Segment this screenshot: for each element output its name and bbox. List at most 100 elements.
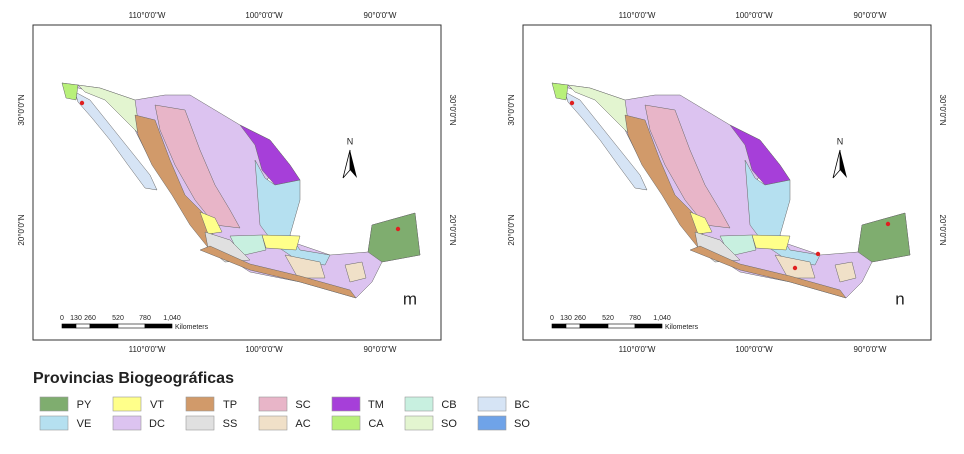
legend-swatch — [39, 415, 69, 431]
scale-segment — [607, 323, 636, 329]
latitude-label: 20°0'0"N — [938, 214, 947, 245]
legend-label: AC — [295, 418, 310, 430]
legend-swatch — [112, 396, 142, 412]
legend-swatch — [185, 396, 215, 412]
site-point — [885, 221, 891, 227]
scale-label: 1,040 — [163, 315, 181, 322]
site-point — [569, 100, 575, 106]
latitude-label: 30°0'0"N — [17, 94, 26, 125]
region — [61, 82, 79, 101]
panel-letter: m — [403, 289, 417, 308]
scale-segment — [61, 323, 77, 329]
region — [154, 104, 241, 229]
scale-unit: Kilometers — [175, 324, 209, 331]
site-point — [815, 251, 821, 257]
longitude-label: 110°0'0"W — [619, 11, 656, 20]
legend-swatch — [477, 396, 507, 412]
scale-segment — [89, 323, 119, 329]
scale-label: 0 — [550, 315, 554, 322]
legend-label: SS — [223, 418, 238, 430]
legend-label: DC — [149, 418, 165, 430]
latitude-label: 30°0'0"N — [507, 94, 516, 125]
scale-label: 780 — [629, 315, 641, 322]
map-panel: 110°0'0"W 110°0'0"W 100°0'0"W 100°0'0"W 90°0… — [507, 11, 947, 354]
scale-unit: Kilometers — [665, 324, 699, 331]
legend-swatch — [39, 396, 69, 412]
scale-label: 130 — [560, 315, 572, 322]
legend-swatch — [404, 396, 434, 412]
longitude-label: 90°0'0"W — [364, 345, 397, 354]
legend-label: TP — [223, 399, 237, 411]
latitude-label: 20°0'0"N — [17, 214, 26, 245]
scale-label: 0 — [60, 315, 64, 322]
north-arrow — [840, 150, 847, 178]
legend-swatch — [477, 415, 507, 431]
legend-title: Provincias Biogeográficas — [33, 370, 234, 387]
latitude-label: 20°0'0"N — [448, 214, 457, 245]
scale-segment — [565, 323, 581, 329]
scale-segment — [551, 323, 567, 329]
legend-label: CB — [441, 399, 456, 411]
legend-label: PY — [77, 399, 92, 411]
north-arrow — [350, 150, 357, 178]
region — [199, 211, 223, 235]
region — [644, 104, 731, 229]
legend-label: SC — [295, 399, 310, 411]
scale-segment — [144, 323, 173, 329]
longitude-label: 90°0'0"W — [854, 345, 887, 354]
region — [689, 245, 847, 299]
region — [77, 84, 141, 136]
region — [567, 84, 631, 136]
legend-label: TM — [368, 399, 384, 411]
north-label: N — [837, 136, 844, 146]
longitude-label: 100°0'0"W — [735, 345, 773, 354]
scale-label: 780 — [139, 315, 151, 322]
panel-letter: n — [895, 289, 904, 308]
region — [284, 254, 326, 279]
scale-label: 520 — [602, 315, 614, 322]
site-point — [792, 265, 798, 271]
site-point — [79, 100, 85, 106]
scale-label: 1,040 — [653, 315, 671, 322]
legend-label: VT — [150, 399, 164, 411]
longitude-label: 90°0'0"W — [364, 11, 397, 20]
latitude-label: 20°0'0"N — [507, 214, 516, 245]
legend-label: SO — [514, 418, 530, 430]
longitude-label: 100°0'0"W — [245, 345, 283, 354]
scale-label: 260 — [84, 315, 96, 322]
latitude-label: 30°0'0"N — [448, 94, 457, 125]
legend-swatch — [258, 415, 288, 431]
longitude-label: 110°0'0"W — [129, 11, 166, 20]
scale-segment — [117, 323, 146, 329]
legend-label: SO — [441, 418, 457, 430]
region — [74, 91, 158, 191]
region — [564, 91, 648, 191]
legend-swatch — [404, 415, 434, 431]
legend-swatch — [185, 415, 215, 431]
legend-label: BC — [514, 399, 529, 411]
region — [344, 261, 367, 283]
legend-swatch — [331, 396, 361, 412]
scale-segment — [579, 323, 609, 329]
longitude-label: 110°0'0"W — [129, 345, 166, 354]
scale-segment — [634, 323, 663, 329]
region — [751, 234, 791, 251]
region — [199, 245, 357, 299]
latitude-label: 30°0'0"N — [938, 94, 947, 125]
longitude-label: 100°0'0"W — [735, 11, 773, 20]
longitude-label: 90°0'0"W — [854, 11, 887, 20]
longitude-label: 110°0'0"W — [619, 345, 656, 354]
legend-swatch — [112, 415, 142, 431]
longitude-label: 100°0'0"W — [245, 11, 283, 20]
legend-label: CA — [368, 418, 384, 430]
legend-swatch — [331, 415, 361, 431]
scale-label: 130 — [70, 315, 82, 322]
site-point — [395, 226, 401, 232]
region — [689, 211, 713, 235]
north-label: N — [347, 136, 354, 146]
legend-label: VE — [77, 418, 92, 430]
region — [367, 212, 421, 263]
scale-segment — [75, 323, 91, 329]
region — [551, 82, 569, 101]
